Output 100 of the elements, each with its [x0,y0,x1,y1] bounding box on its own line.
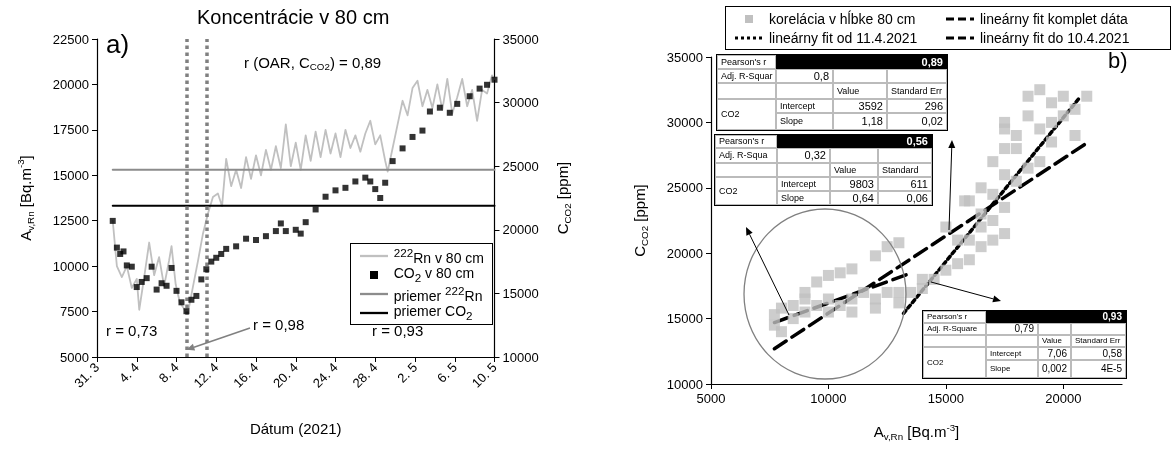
point [253,236,259,243]
y-tick-label: 25000 [666,180,703,196]
annotation: Adj. R-Squar [721,70,773,81]
x-tick-label: 24. 4 [309,359,341,391]
y-tick-label: 12500 [52,213,89,229]
point [382,179,389,186]
annotation: 0,32 [804,149,826,161]
y-tick-label: 15000 [666,311,703,327]
x-tick-label: 10000 [810,391,847,406]
annotation: 0,89 [921,55,943,68]
annotation: 0,02 [921,115,943,127]
y-tick-label: 7500 [60,304,89,320]
y2-tick-label: 15000 [502,285,539,301]
x-tick-label: 6. 5 [434,359,461,386]
annotation: Slope [781,192,805,203]
point [466,93,473,100]
point [419,127,426,134]
annotation: 4E-5 [1100,363,1122,374]
x-tick-label: 20000 [1045,391,1082,406]
annotation: Value [1042,336,1062,345]
point [262,233,269,240]
y-tick-label: 17500 [52,122,89,138]
x-tick-label: 10. 5 [468,359,500,391]
annotation: b) [1108,47,1128,73]
annotation: Standard [882,164,919,175]
annotation: 0,56 [906,135,928,147]
point [218,250,225,257]
annotation: 0,58 [1102,347,1122,359]
y-tick-label: 35000 [666,49,703,65]
x-tick-label: 16. 4 [230,359,262,391]
annotation: r = 0,73 [106,321,158,339]
point [352,178,359,185]
point [332,187,339,194]
x-tick-label: 20. 4 [270,359,302,391]
annotation: 0,93 [1102,311,1122,322]
point [173,287,180,294]
point [198,276,205,283]
point [233,243,240,250]
annotation: r = 0,93 [372,321,424,339]
annotation: Intercept [990,348,1022,358]
point [193,292,200,299]
point [109,217,116,224]
annotation: CO2 [719,185,738,196]
annotation: Pearson's r [719,136,765,146]
annotation: 1,18 [861,115,883,127]
point [377,195,384,201]
point [163,282,170,289]
y2-tick-label: 30000 [502,95,539,111]
y-tick-label: 20000 [52,76,89,92]
annotation: Slope [990,364,1011,373]
annotation: 296 [924,99,943,112]
x-tick-label: 15000 [927,391,964,406]
point [113,244,120,251]
chart-title: Koncentrácie v 80 cm [197,6,390,28]
point [128,263,135,270]
annotation: 0,79 [1014,323,1034,334]
annotation: 611 [910,177,928,190]
point [178,299,185,306]
point [491,76,498,83]
point [312,206,319,213]
point [188,296,195,303]
point [158,280,165,287]
legend-label: lineárny fit komplet dáta [980,10,1128,27]
x-tick-label: 2. 5 [394,359,421,386]
y2-tick-label: 25000 [502,158,539,174]
point [362,174,369,181]
annotation: 0,002 [1041,363,1067,374]
annotation: CO2 [927,357,944,367]
annotation: Adj. R-Square [927,324,978,333]
legend-label: CO$_{2}$ v 80 cm [393,265,475,284]
legend-label: priemer CO$_{2}$ [393,303,473,322]
annotation: Pearson's r [927,312,968,321]
x-tick-label: 4. 4 [116,359,143,386]
point [302,219,309,226]
annotation: 3592 [858,99,883,112]
point [399,145,406,152]
point [446,109,453,116]
legend-label: korelácia v hĺbke 80 cm [769,10,916,27]
x-axis-title: Dátum (2021) [249,420,342,438]
y-tick-label: 10000 [52,258,89,274]
point [292,226,299,233]
point [476,85,483,92]
y2-tick-label: 10000 [502,349,539,365]
y-tick-label: 22500 [52,31,89,47]
annotation: 9803 [849,177,874,190]
point [223,245,230,252]
annotation: Standard Err [1075,336,1121,345]
point [143,275,150,282]
annotation: Value [837,85,860,96]
annotation: Standard Err [891,85,943,96]
point [409,133,416,140]
point [203,266,210,273]
legend-label: lineárny fit do 10.4.2021 [980,29,1130,46]
annotation: 0,8 [813,69,829,82]
point [153,286,160,293]
legend-label: lineárny fit od 11.4.2021 [769,29,918,46]
point [133,284,140,291]
annotation: Intercept [781,178,817,189]
point [372,186,379,193]
point [138,278,145,285]
